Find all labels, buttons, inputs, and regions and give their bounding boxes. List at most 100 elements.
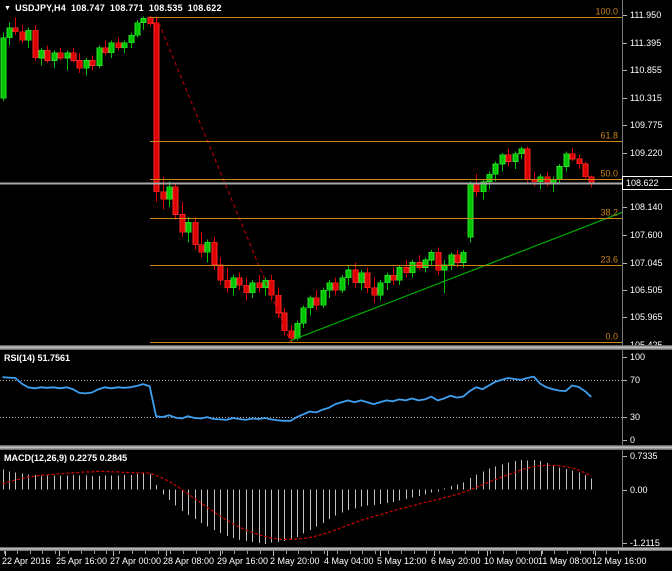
time-minor-tick — [311, 551, 312, 554]
time-tick-label: 12 May 16:00 — [592, 556, 647, 566]
fib-level-label: 50.0 — [600, 169, 618, 179]
time-tick-label: 5 May 12:00 — [377, 556, 427, 566]
time-minor-tick — [132, 551, 133, 554]
price-tick-label: 107.045 — [630, 258, 663, 268]
symbol-period-label: USDJPY,H4 — [15, 3, 66, 13]
price-tick-label: 111.395 — [630, 38, 662, 48]
time-minor-tick — [324, 551, 325, 554]
rsi-tick-label: 0 — [630, 435, 636, 445]
symbol-dropdown-icon[interactable]: ▼ — [4, 5, 12, 12]
time-major-tick — [327, 551, 328, 556]
scale-tick — [623, 98, 627, 99]
time-tick-label: 29 Apr 16:00 — [217, 556, 269, 566]
macd-label: MACD(12,26,9) 0.2275 0.2845 — [4, 453, 127, 463]
time-minor-tick — [94, 551, 95, 554]
fib-levels-group[interactable]: 100.0 61.8 50.0 38.2 23.6 0.0 — [150, 7, 622, 343]
time-major-tick — [487, 551, 488, 556]
price-chart-canvas[interactable]: 100.0 61.8 50.0 38.2 23.6 0.0 — [0, 0, 622, 345]
panel-splitter[interactable] — [0, 345, 672, 350]
time-minor-tick — [567, 551, 568, 554]
time-minor-tick — [529, 551, 530, 554]
time-minor-tick — [158, 551, 159, 554]
time-major-tick — [166, 551, 167, 556]
time-tick-label: 2 May 20:00 — [270, 556, 320, 566]
time-minor-tick — [516, 551, 517, 554]
rsi-line — [2, 375, 592, 422]
scale-tick — [623, 490, 627, 491]
time-major-tick — [220, 551, 221, 556]
time-minor-tick — [478, 551, 479, 554]
time-minor-tick — [17, 551, 18, 554]
price-tick-label: 105.965 — [630, 312, 663, 322]
time-major-tick — [5, 551, 6, 556]
time-minor-tick — [119, 551, 120, 554]
time-minor-tick — [580, 551, 581, 554]
scale-tick — [623, 125, 627, 126]
time-major-tick — [595, 551, 596, 556]
time-minor-tick — [81, 551, 82, 554]
scale-tick — [623, 317, 627, 318]
price-tick-label: 106.505 — [630, 285, 663, 295]
time-tick-label: 11 May 08:00 — [538, 556, 592, 566]
time-minor-tick — [4, 551, 5, 554]
fib-level-label: 38.2 — [600, 208, 618, 218]
time-minor-tick — [490, 551, 491, 554]
time-minor-tick — [247, 551, 248, 554]
time-minor-tick — [593, 551, 594, 554]
time-minor-tick — [465, 551, 466, 554]
macd-tick-label: 0.00 — [630, 485, 648, 495]
time-tick-label: 28 Apr 08:00 — [163, 556, 215, 566]
panel-splitter[interactable] — [0, 547, 672, 551]
current-price-value: 108.622 — [626, 178, 659, 188]
macd-histogram-group — [3, 460, 592, 545]
time-minor-tick — [606, 551, 607, 554]
time-major-tick — [541, 551, 542, 556]
time-major-tick — [434, 551, 435, 556]
time-scale[interactable]: 22 Apr 2016 25 Apr 16:00 27 Apr 00:00 28 Ap… — [0, 551, 672, 571]
macd-tick-label: -1.2115 — [630, 538, 660, 548]
time-tick-label: 6 May 20:00 — [431, 556, 481, 566]
rsi-value: 51.7561 — [37, 353, 71, 363]
quote-close: 108.622 — [187, 3, 222, 13]
panel-splitter[interactable] — [0, 445, 672, 450]
scale-tick — [623, 207, 627, 208]
time-minor-tick — [196, 551, 197, 554]
macd-indicator-canvas[interactable] — [0, 450, 622, 547]
time-minor-tick — [209, 551, 210, 554]
macd-name: MACD(12,26,9) — [4, 453, 68, 463]
scale-tick — [623, 263, 627, 264]
rsi-indicator-canvas[interactable] — [0, 350, 622, 445]
price-tick-label: 107.600 — [630, 230, 663, 240]
scale-tick — [623, 417, 627, 418]
time-tick-label: 4 May 04:00 — [324, 556, 374, 566]
current-price-tag: 108.622 — [622, 176, 672, 190]
time-minor-tick — [439, 551, 440, 554]
time-minor-tick — [542, 551, 543, 554]
time-tick-label: 25 Apr 16:00 — [56, 556, 108, 566]
macd-signal-line — [2, 464, 592, 541]
time-minor-tick — [375, 551, 376, 554]
time-minor-tick — [145, 551, 146, 554]
time-tick-label: 10 May 00:00 — [484, 556, 539, 566]
time-minor-tick — [286, 551, 287, 554]
fib-level-label: 0.0 — [605, 332, 618, 342]
scale-tick — [623, 70, 627, 71]
time-minor-tick — [298, 551, 299, 554]
time-minor-tick — [503, 551, 504, 554]
quote-low: 108.535 — [148, 3, 183, 13]
time-tick-label: 22 Apr 2016 — [2, 556, 51, 566]
time-minor-tick — [350, 551, 351, 554]
scale-tick — [623, 380, 627, 381]
time-minor-tick — [55, 551, 56, 554]
time-major-tick — [273, 551, 274, 556]
rsi-tick-label: 30 — [630, 412, 641, 422]
time-minor-tick — [30, 551, 31, 554]
trendline[interactable] — [290, 211, 623, 342]
time-minor-tick — [452, 551, 453, 554]
scale-border-line — [622, 0, 623, 551]
time-minor-tick — [68, 551, 69, 554]
time-minor-tick — [234, 551, 235, 554]
time-minor-tick — [42, 551, 43, 554]
macd-value-main: 0.2275 — [69, 453, 98, 463]
